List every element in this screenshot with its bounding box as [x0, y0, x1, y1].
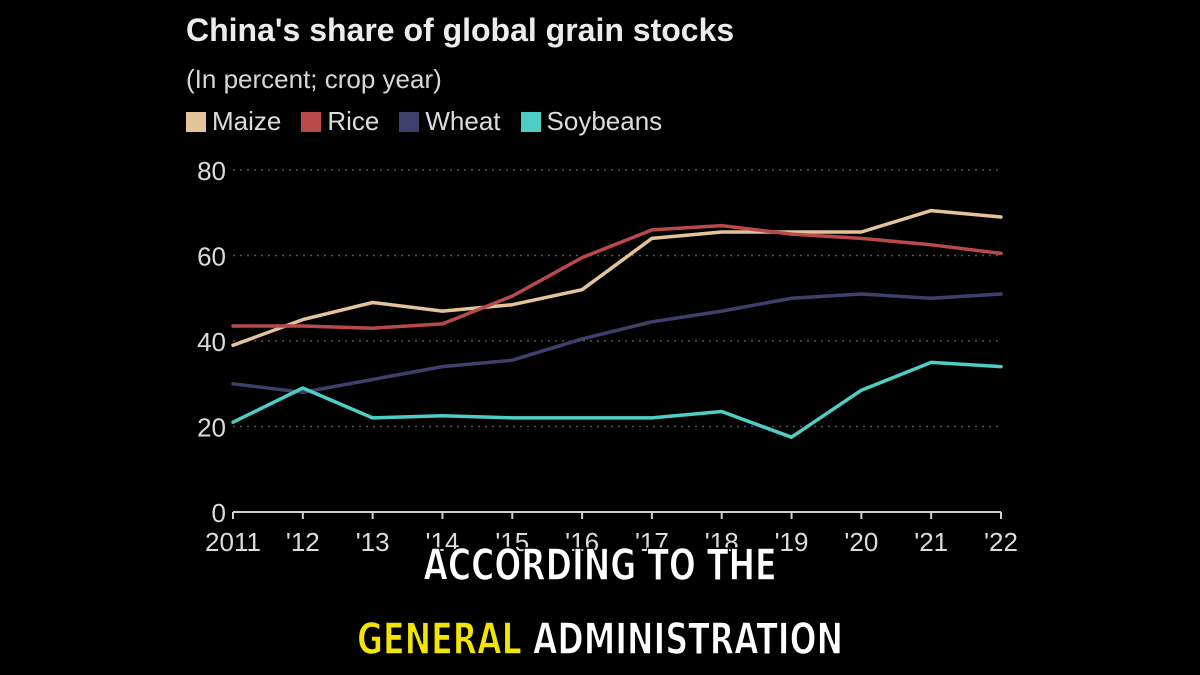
x-tick-label-0: 2011 [205, 527, 261, 557]
legend-item-maize: Maize [186, 106, 281, 137]
x-tick-label-6: '17 [635, 527, 669, 557]
subtitle-caption-line-1: ACCORDING TO THE [168, 539, 1032, 592]
chart-subtitle: (In percent; crop year) [186, 64, 442, 94]
y-tick-label-60: 60 [197, 242, 226, 272]
legend-item-wheat: Wheat [399, 106, 501, 137]
x-tick-label-11: '22 [984, 527, 1018, 557]
series-line-soybeans [231, 360, 1003, 439]
y-tick-label-0: 0 [212, 498, 226, 528]
x-tick-label-10: '21 [914, 527, 948, 557]
y-tick-label-80: 80 [197, 156, 226, 186]
x-tick-label-3: '14 [426, 527, 460, 557]
y-tick-label-20: 20 [197, 413, 226, 443]
caption-text-2: ADMINISTRATION [521, 613, 844, 666]
subtitle-caption-line-2: GENERAL ADMINISTRATION [168, 613, 1032, 666]
legend-swatch-wheat [399, 111, 420, 132]
chart-legend: Maize Rice Wheat Soybeans [186, 106, 662, 137]
legend-item-soybeans: Soybeans [520, 106, 663, 137]
y-tick-label-40: 40 [197, 327, 226, 357]
x-tick-label-9: '20 [844, 527, 878, 557]
legend-label-wheat: Wheat [425, 106, 501, 136]
series-line-maize [231, 208, 1003, 348]
caption-text-1: ACCORDING TO THE [423, 539, 777, 592]
x-tick-label-2: '13 [356, 527, 390, 557]
chart-title: China's share of global grain stocks [186, 12, 735, 48]
legend-label-maize: Maize [212, 106, 282, 136]
x-tick-label-8: '19 [775, 527, 809, 557]
legend-item-rice: Rice [301, 106, 379, 137]
legend-label-rice: Rice [327, 106, 380, 136]
series-line-wheat [231, 292, 1003, 395]
x-tick-label-5: '16 [565, 527, 599, 557]
series-line-rice [231, 223, 1003, 330]
legend-swatch-maize [186, 111, 206, 132]
x-tick-label-7: '18 [705, 527, 739, 557]
x-tick-label-1: '12 [286, 527, 320, 557]
legend-swatch-rice [301, 111, 322, 132]
caption-highlight: GENERAL [356, 613, 522, 666]
x-tick-label-4: '15 [495, 527, 529, 557]
legend-label-soybeans: Soybeans [546, 106, 663, 136]
legend-swatch-soybeans [520, 111, 541, 132]
